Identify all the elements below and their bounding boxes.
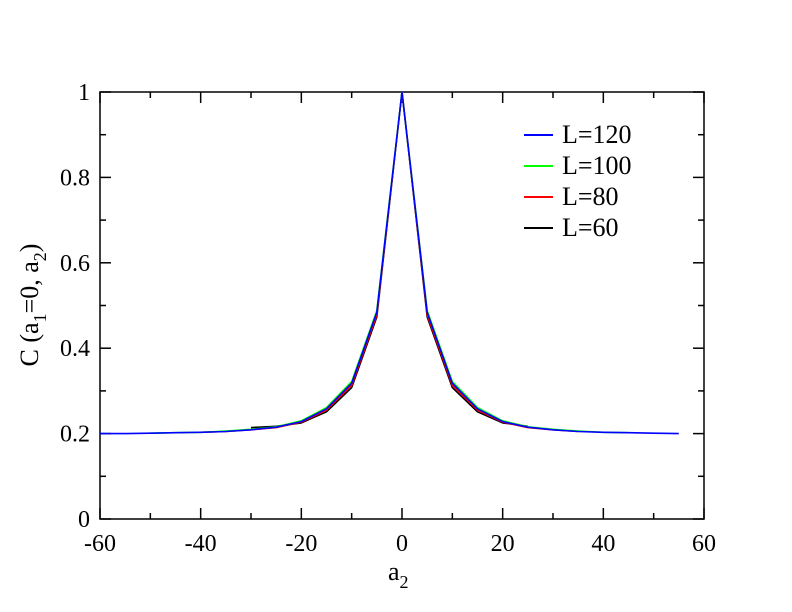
x-axis-title-main: a: [388, 557, 400, 586]
y-tick-label: 0.4: [60, 336, 90, 362]
y-axis-title-suffix: ): [15, 244, 44, 253]
x-tick-label: 20: [491, 531, 515, 557]
x-tick-label: -40: [185, 531, 217, 557]
y-axis-title-prefix: C (a: [15, 322, 44, 367]
y-tick-label: 1: [78, 80, 90, 106]
y-tick-label: 0.6: [60, 251, 90, 277]
y-axis-title-sub2: 2: [30, 252, 50, 261]
legend-label: L=120: [562, 120, 632, 149]
series-lines: [100, 91, 679, 435]
x-tick-label: 60: [692, 531, 716, 557]
y-tick-label: 0: [78, 507, 90, 533]
legend-label: L=60: [562, 213, 619, 242]
x-tick-label: 40: [591, 531, 615, 557]
x-tick-label: -60: [84, 531, 116, 557]
y-axis-title-middle: =0, a: [15, 261, 44, 314]
y-axis-title: C (a1=0, a2): [15, 244, 50, 367]
tick-marks: [99, 91, 705, 520]
x-tick-label: 0: [396, 531, 408, 557]
series-line-l-120: [100, 91, 679, 435]
legend-label: L=80: [562, 182, 619, 211]
x-tick-label: -20: [285, 531, 317, 557]
series-line-l-100: [150, 91, 629, 434]
y-tick-label: 0.8: [60, 165, 90, 191]
series-line-l-60: [250, 91, 528, 429]
x-axis-title: a2: [388, 557, 409, 592]
y-axis-title-sub1: 1: [30, 313, 50, 322]
series-line-l-80: [200, 91, 579, 434]
y-tick-label: 0.2: [60, 422, 90, 448]
legend-label: L=100: [562, 151, 632, 180]
x-axis-title-sub: 2: [400, 572, 409, 592]
tick-labels: -60 -40 -20 0 20 40 60 0 0.2 0.4 0.6 0.8 1: [60, 80, 716, 557]
